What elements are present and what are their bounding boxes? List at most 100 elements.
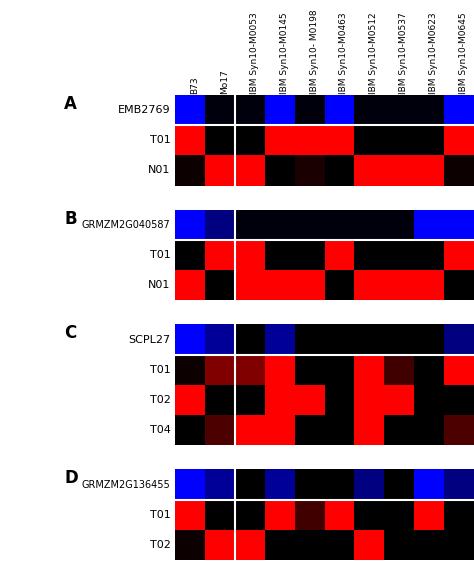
Text: T02: T02 — [150, 395, 171, 405]
Bar — [444, 385, 474, 415]
Bar — [205, 385, 235, 415]
Bar — [444, 240, 474, 270]
Bar — [384, 156, 414, 186]
Bar — [325, 156, 355, 186]
Bar — [414, 500, 444, 530]
Bar — [414, 210, 444, 240]
Bar — [235, 355, 264, 385]
Text: IBM Syn10- M0198: IBM Syn10- M0198 — [310, 10, 319, 94]
Bar — [444, 470, 474, 500]
Bar — [175, 415, 205, 445]
Text: B73: B73 — [190, 76, 199, 94]
Bar — [295, 500, 325, 530]
Bar — [444, 156, 474, 186]
Bar — [414, 324, 444, 355]
Bar — [295, 324, 325, 355]
Bar — [235, 156, 264, 186]
Bar — [355, 240, 384, 270]
Bar — [444, 500, 474, 530]
Bar — [264, 156, 295, 186]
Bar — [175, 210, 205, 240]
Bar — [355, 530, 384, 560]
Bar — [175, 156, 205, 186]
Bar — [444, 125, 474, 156]
Bar — [205, 530, 235, 560]
Bar — [414, 240, 444, 270]
Text: T01: T01 — [150, 510, 171, 520]
Bar — [325, 270, 355, 300]
Text: N01: N01 — [148, 280, 171, 290]
Bar — [235, 95, 264, 125]
Bar — [414, 470, 444, 500]
Bar — [205, 125, 235, 156]
Bar — [384, 240, 414, 270]
Bar — [264, 324, 295, 355]
Bar — [414, 95, 444, 125]
Bar — [384, 270, 414, 300]
Bar — [384, 500, 414, 530]
Bar — [175, 270, 205, 300]
Bar — [205, 270, 235, 300]
Bar — [235, 324, 264, 355]
Bar — [205, 156, 235, 186]
Bar — [235, 470, 264, 500]
Bar — [444, 210, 474, 240]
Bar — [264, 240, 295, 270]
Bar — [264, 385, 295, 415]
Text: IBM Syn10-M0053: IBM Syn10-M0053 — [250, 13, 259, 94]
Text: A: A — [64, 95, 77, 113]
Bar — [264, 125, 295, 156]
Bar — [325, 530, 355, 560]
Bar — [325, 95, 355, 125]
Bar — [414, 270, 444, 300]
Bar — [175, 324, 205, 355]
Text: IBM Syn10-M0623: IBM Syn10-M0623 — [429, 13, 438, 94]
Bar — [325, 240, 355, 270]
Bar — [175, 470, 205, 500]
Bar — [175, 240, 205, 270]
Bar — [295, 530, 325, 560]
Bar — [295, 125, 325, 156]
Text: IBM Syn10-M0645: IBM Syn10-M0645 — [459, 13, 468, 94]
Bar — [355, 324, 384, 355]
Text: EMB2769: EMB2769 — [118, 105, 171, 115]
Bar — [414, 156, 444, 186]
Bar — [444, 415, 474, 445]
Bar — [414, 385, 444, 415]
Bar — [325, 500, 355, 530]
Bar — [355, 210, 384, 240]
Bar — [235, 270, 264, 300]
Bar — [325, 415, 355, 445]
Bar — [355, 470, 384, 500]
Bar — [205, 240, 235, 270]
Bar — [264, 95, 295, 125]
Bar — [175, 95, 205, 125]
Bar — [444, 530, 474, 560]
Text: IBM Syn10-M0463: IBM Syn10-M0463 — [339, 13, 348, 94]
Bar — [384, 95, 414, 125]
Bar — [295, 240, 325, 270]
Text: GRMZM2G040587: GRMZM2G040587 — [82, 220, 171, 230]
Bar — [414, 125, 444, 156]
Bar — [355, 125, 384, 156]
Bar — [384, 210, 414, 240]
Bar — [384, 125, 414, 156]
Text: N01: N01 — [148, 165, 171, 176]
Bar — [295, 95, 325, 125]
Text: Mo17: Mo17 — [220, 70, 229, 94]
Bar — [355, 355, 384, 385]
Bar — [355, 156, 384, 186]
Bar — [175, 355, 205, 385]
Bar — [264, 355, 295, 385]
Bar — [235, 530, 264, 560]
Bar — [444, 95, 474, 125]
Bar — [205, 355, 235, 385]
Text: SCPL27: SCPL27 — [128, 335, 171, 345]
Bar — [264, 470, 295, 500]
Bar — [355, 95, 384, 125]
Bar — [384, 415, 414, 445]
Text: T01: T01 — [150, 135, 171, 145]
Bar — [325, 355, 355, 385]
Bar — [384, 470, 414, 500]
Bar — [295, 270, 325, 300]
